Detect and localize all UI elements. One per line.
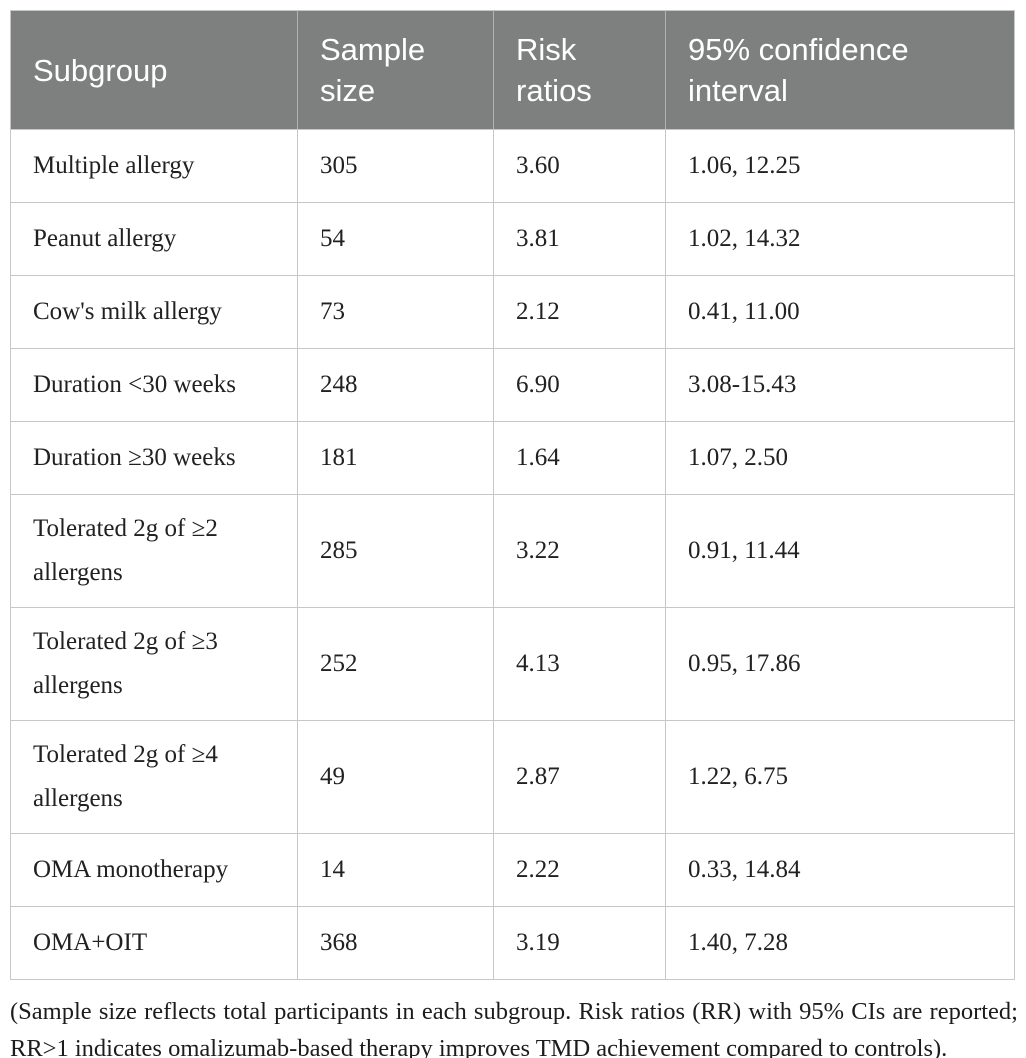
- cell-sample-size: 54: [297, 202, 494, 276]
- cell-sample-size: 285: [297, 494, 494, 608]
- column-header-risk-ratios: Risk ratios: [493, 10, 666, 130]
- cell-subgroup: OMA monotherapy: [10, 833, 298, 907]
- cell-risk-ratio: 2.12: [493, 275, 666, 349]
- column-header-subgroup: Subgroup: [10, 10, 298, 130]
- cell-risk-ratio: 3.22: [493, 494, 666, 608]
- cell-subgroup: Duration <30 weeks: [10, 348, 298, 422]
- column-header-sample-size: Sample size: [297, 10, 494, 130]
- cell-sample-size: 252: [297, 607, 494, 721]
- cell-sample-size: 248: [297, 348, 494, 422]
- cell-risk-ratio: 1.64: [493, 421, 666, 495]
- table-body: Multiple allergy 305 3.60 1.06, 12.25 Pe…: [10, 129, 1015, 980]
- cell-risk-ratio: 4.13: [493, 607, 666, 721]
- cell-subgroup: Peanut allergy: [10, 202, 298, 276]
- cell-confidence-interval: 0.33, 14.84: [665, 833, 1015, 907]
- cell-risk-ratio: 6.90: [493, 348, 666, 422]
- cell-subgroup: Duration ≥30 weeks: [10, 421, 298, 495]
- cell-confidence-interval: 0.91, 11.44: [665, 494, 1015, 608]
- cell-confidence-interval: 0.95, 17.86: [665, 607, 1015, 721]
- cell-sample-size: 49: [297, 720, 494, 834]
- table-row: Multiple allergy 305 3.60 1.06, 12.25: [10, 129, 1015, 203]
- cell-confidence-interval: 1.02, 14.32: [665, 202, 1015, 276]
- cell-subgroup: Tolerated 2g of ≥3 allergens: [10, 607, 298, 721]
- cell-risk-ratio: 3.19: [493, 906, 666, 980]
- table-row: OMA monotherapy 14 2.22 0.33, 14.84: [10, 833, 1015, 907]
- table-row: Tolerated 2g of ≥4 allergens 49 2.87 1.2…: [10, 720, 1015, 834]
- cell-subgroup: Multiple allergy: [10, 129, 298, 203]
- table-row: Cow's milk allergy 73 2.12 0.41, 11.00: [10, 275, 1015, 349]
- cell-confidence-interval: 0.41, 11.00: [665, 275, 1015, 349]
- cell-sample-size: 181: [297, 421, 494, 495]
- cell-subgroup: Tolerated 2g of ≥2 allergens: [10, 494, 298, 608]
- column-header-confidence-interval: 95% confidence interval: [665, 10, 1015, 130]
- cell-subgroup: OMA+OIT: [10, 906, 298, 980]
- cell-confidence-interval: 1.40, 7.28: [665, 906, 1015, 980]
- cell-risk-ratio: 2.87: [493, 720, 666, 834]
- header-row: Subgroup Sample size Risk ratios 95% con…: [10, 10, 1015, 130]
- cell-sample-size: 305: [297, 129, 494, 203]
- cell-risk-ratio: 2.22: [493, 833, 666, 907]
- cell-risk-ratio: 3.60: [493, 129, 666, 203]
- table-row: Tolerated 2g of ≥2 allergens 285 3.22 0.…: [10, 494, 1015, 608]
- table-footnote: (Sample size reflects total participants…: [10, 998, 1018, 1058]
- table-row: Tolerated 2g of ≥3 allergens 252 4.13 0.…: [10, 607, 1015, 721]
- table-header: Subgroup Sample size Risk ratios 95% con…: [10, 10, 1015, 130]
- table-row: OMA+OIT 368 3.19 1.40, 7.28: [10, 906, 1015, 980]
- cell-subgroup: Tolerated 2g of ≥4 allergens: [10, 720, 298, 834]
- table-row: Duration <30 weeks 248 6.90 3.08-15.43: [10, 348, 1015, 422]
- cell-confidence-interval: 1.06, 12.25: [665, 129, 1015, 203]
- cell-risk-ratio: 3.81: [493, 202, 666, 276]
- cell-sample-size: 73: [297, 275, 494, 349]
- table-row: Duration ≥30 weeks 181 1.64 1.07, 2.50: [10, 421, 1015, 495]
- cell-subgroup: Cow's milk allergy: [10, 275, 298, 349]
- cell-confidence-interval: 1.22, 6.75: [665, 720, 1015, 834]
- cell-confidence-interval: 3.08-15.43: [665, 348, 1015, 422]
- cell-sample-size: 14: [297, 833, 494, 907]
- table-row: Peanut allergy 54 3.81 1.02, 14.32: [10, 202, 1015, 276]
- cell-confidence-interval: 1.07, 2.50: [665, 421, 1015, 495]
- cell-sample-size: 368: [297, 906, 494, 980]
- subgroup-results-table: Subgroup Sample size Risk ratios 95% con…: [10, 10, 1015, 980]
